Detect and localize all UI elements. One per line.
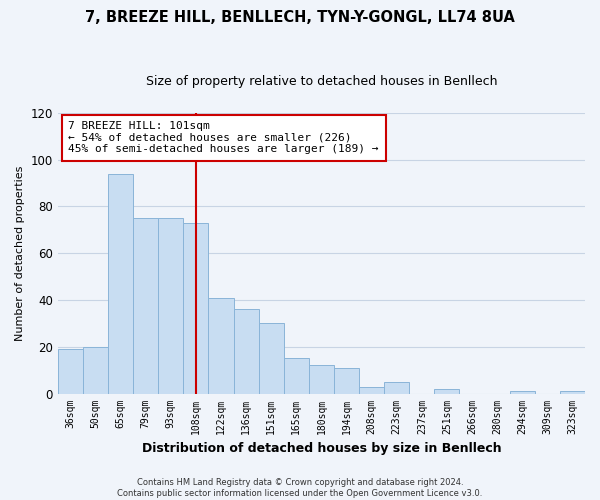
Y-axis label: Number of detached properties: Number of detached properties (15, 166, 25, 341)
Bar (560, 391, 585, 394)
Bar (434, 389, 460, 394)
Title: Size of property relative to detached houses in Benllech: Size of property relative to detached ho… (146, 75, 497, 88)
Bar (259, 324, 284, 394)
Text: 7 BREEZE HILL: 101sqm
← 54% of detached houses are smaller (226)
45% of semi-det: 7 BREEZE HILL: 101sqm ← 54% of detached … (68, 121, 379, 154)
Bar (133, 218, 158, 394)
Bar (58, 349, 83, 394)
Bar (309, 366, 334, 394)
Bar (384, 382, 409, 394)
Bar (359, 386, 384, 394)
Bar (158, 218, 184, 394)
Bar (208, 298, 233, 394)
Bar (233, 310, 259, 394)
Bar (108, 174, 133, 394)
Bar (83, 347, 108, 394)
Bar (284, 358, 309, 394)
Bar (509, 391, 535, 394)
Text: Contains HM Land Registry data © Crown copyright and database right 2024.
Contai: Contains HM Land Registry data © Crown c… (118, 478, 482, 498)
Text: 7, BREEZE HILL, BENLLECH, TYN-Y-GONGL, LL74 8UA: 7, BREEZE HILL, BENLLECH, TYN-Y-GONGL, L… (85, 10, 515, 25)
Bar (184, 222, 208, 394)
Bar (334, 368, 359, 394)
X-axis label: Distribution of detached houses by size in Benllech: Distribution of detached houses by size … (142, 442, 501, 455)
